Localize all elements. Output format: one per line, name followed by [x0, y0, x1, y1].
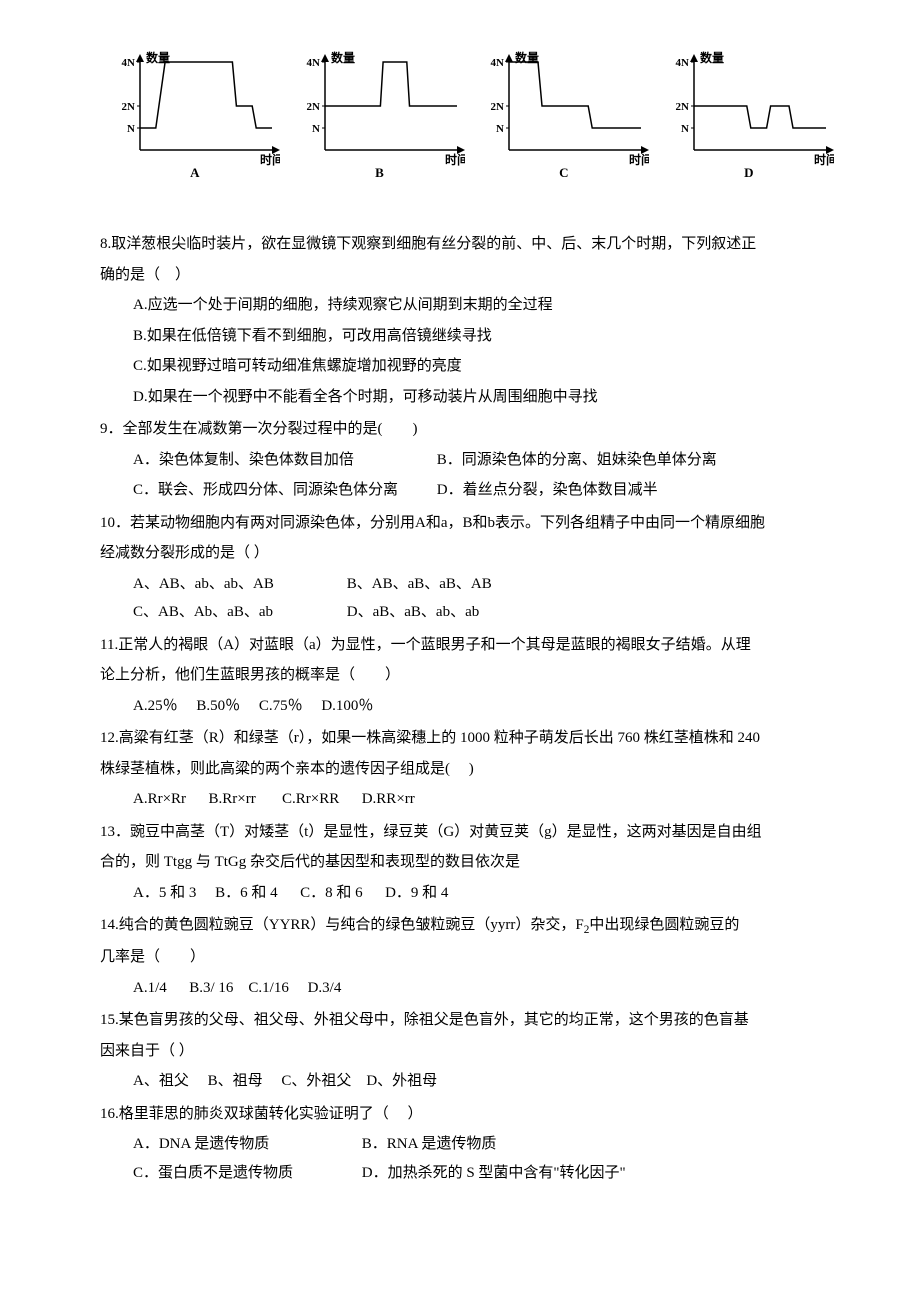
- q12-opts: A.Rr×Rr B.Rr×rr C.Rr×RR D.RR×rr: [100, 785, 840, 814]
- svg-text:4N: 4N: [306, 57, 320, 69]
- q12-stem2: 株绿茎植株，则此高粱的两个亲本的遗传因子组成是( ): [100, 755, 840, 784]
- chart-D: N 2N 4N 数量时间 D: [664, 50, 841, 180]
- svg-text:时间: 时间: [629, 152, 649, 167]
- question-10: 10．若某动物细胞内有两对同源染色体，分别用A和a，B和b表示。下列各组精子中由…: [100, 509, 840, 627]
- q9-opt-A: A．染色体复制、染色体数目加倍: [133, 446, 433, 475]
- q9-opt-C: C．联会、形成四分体、同源染色体分离: [133, 476, 433, 505]
- svg-text:C: C: [559, 165, 568, 180]
- q9-opts-row1: A．染色体复制、染色体数目加倍 B．同源染色体的分离、姐妹染色单体分离: [100, 446, 840, 475]
- q14-stem1a: 14.纯合的黄色圆粒豌豆（YYRR）与纯合的绿色皱粒豌豆（yyrr）杂交，F: [100, 917, 584, 933]
- q14-stem1: 14.纯合的黄色圆粒豌豆（YYRR）与纯合的绿色皱粒豌豆（yyrr）杂交，F2中…: [100, 911, 840, 941]
- svg-text:N: N: [127, 123, 135, 135]
- svg-text:A: A: [190, 165, 200, 180]
- svg-text:时间: 时间: [445, 152, 465, 167]
- q10-opt-B: B、AB、aB、aB、AB: [347, 576, 492, 592]
- question-15: 15.某色盲男孩的父母、祖父母、外祖父母中，除祖父是色盲外，其它的均正常，这个男…: [100, 1006, 840, 1096]
- svg-text:N: N: [312, 123, 320, 135]
- q16-opts-row2: C．蛋白质不是遗传物质 D．加热杀死的 S 型菌中含有"转化因子": [100, 1159, 840, 1188]
- svg-text:2N: 2N: [122, 101, 136, 113]
- question-16: 16.格里菲思的肺炎双球菌转化实验证明了（ ） A．DNA 是遗传物质 B．RN…: [100, 1100, 840, 1188]
- svg-text:2N: 2N: [306, 101, 320, 113]
- svg-text:D: D: [744, 165, 753, 180]
- q16-opt-B: B．RNA 是遗传物质: [362, 1136, 497, 1152]
- q13-stem1: 13．豌豆中高茎（T）对矮茎（t）是显性，绿豆荚（G）对黄豆荚（g）是显性，这两…: [100, 818, 840, 847]
- svg-text:时间: 时间: [260, 152, 280, 167]
- q11-opts: A.25％ B.50％ C.75％ D.100％: [100, 692, 840, 721]
- question-9: 9．全部发生在减数第一次分裂过程中的是( ) A．染色体复制、染色体数目加倍 B…: [100, 415, 840, 505]
- svg-text:2N: 2N: [675, 101, 689, 113]
- q15-opts: A、祖父 B、祖母 C、外祖父 D、外祖母: [100, 1067, 840, 1096]
- q16-opt-A: A．DNA 是遗传物质: [133, 1130, 358, 1159]
- question-13: 13．豌豆中高茎（T）对矮茎（t）是显性，绿豆荚（G）对黄豆荚（g）是显性，这两…: [100, 818, 840, 908]
- q10-opt-D: D、aB、aB、ab、ab: [347, 604, 479, 620]
- svg-text:N: N: [681, 123, 689, 135]
- svg-text:2N: 2N: [491, 101, 505, 113]
- q15-stem1: 15.某色盲男孩的父母、祖父母、外祖父母中，除祖父是色盲外，其它的均正常，这个男…: [100, 1006, 840, 1035]
- q8-opt-B: B.如果在低倍镜下看不到细胞，可改用高倍镜继续寻找: [100, 322, 840, 351]
- q15-stem2: 因来自于（ ）: [100, 1037, 840, 1066]
- question-11: 11.正常人的褐眼（A）对蓝眼（a）为显性，一个蓝眼男子和一个其母是蓝眼的褐眼女…: [100, 631, 840, 721]
- q16-stem: 16.格里菲思的肺炎双球菌转化实验证明了（ ）: [100, 1100, 840, 1129]
- q16-opt-D: D．加热杀死的 S 型菌中含有"转化因子": [362, 1165, 626, 1181]
- q8-stem2: 确的是（ ）: [100, 261, 840, 290]
- q10-opt-A: A、AB、ab、ab、AB: [133, 570, 343, 599]
- q13-stem2: 合的，则 Ttgg 与 TtGg 杂交后代的基因型和表现型的数目依次是: [100, 848, 840, 877]
- q8-opt-D: D.如果在一个视野中不能看全各个时期，可移动装片从周围细胞中寻找: [100, 383, 840, 412]
- q8-opt-C: C.如果视野过暗可转动细准焦螺旋增加视野的亮度: [100, 352, 840, 381]
- svg-text:4N: 4N: [122, 57, 136, 69]
- svg-text:B: B: [375, 165, 384, 180]
- svg-text:时间: 时间: [814, 152, 834, 167]
- svg-text:数量: 数量: [700, 50, 724, 65]
- q10-stem1: 10．若某动物细胞内有两对同源染色体，分别用A和a，B和b表示。下列各组精子中由…: [100, 509, 840, 538]
- q9-stem: 9．全部发生在减数第一次分裂过程中的是( ): [100, 415, 840, 444]
- q14-stem2: 几率是（ ）: [100, 943, 840, 972]
- q10-stem2: 经减数分裂形成的是（ ）: [100, 539, 840, 568]
- q14-opts: A.1/4 B.3/ 16 C.1/16 D.3/4: [100, 974, 840, 1003]
- q16-opts-row1: A．DNA 是遗传物质 B．RNA 是遗传物质: [100, 1130, 840, 1159]
- q11-stem1: 11.正常人的褐眼（A）对蓝眼（a）为显性，一个蓝眼男子和一个其母是蓝眼的褐眼女…: [100, 631, 840, 660]
- svg-text:数量: 数量: [331, 50, 355, 65]
- q14-stem1b: 中出现绿色圆粒豌豆的: [589, 917, 739, 933]
- chart-A: N2N4N数量时间A: [110, 50, 287, 180]
- q16-opt-C: C．蛋白质不是遗传物质: [133, 1159, 358, 1188]
- question-14: 14.纯合的黄色圆粒豌豆（YYRR）与纯合的绿色皱粒豌豆（yyrr）杂交，F2中…: [100, 911, 840, 1002]
- chart-B: N 2N 4N 数量时间 B: [295, 50, 472, 180]
- q10-opts-row2: C、AB、Ab、aB、ab D、aB、aB、ab、ab: [100, 598, 840, 627]
- svg-text:N: N: [496, 123, 504, 135]
- q10-opt-C: C、AB、Ab、aB、ab: [133, 598, 343, 627]
- svg-text:4N: 4N: [675, 57, 689, 69]
- charts-row: N 2N 4N 数量时间 A N 2N 4N 数量时间 B N 2N 4N 数量时间 C N 2N 4N 数量…: [100, 50, 840, 180]
- q9-opt-D: D．着丝点分裂，染色体数目减半: [437, 482, 658, 498]
- q11-stem2: 论上分析，他们生蓝眼男孩的概率是（ ）: [100, 661, 840, 690]
- q12-stem1: 12.高粱有红茎（R）和绿茎（r），如果一株高粱穗上的 1000 粒种子萌发后长…: [100, 724, 840, 753]
- q9-opts-row2: C．联会、形成四分体、同源染色体分离 D．着丝点分裂，染色体数目减半: [100, 476, 840, 505]
- question-12: 12.高粱有红茎（R）和绿茎（r），如果一株高粱穗上的 1000 粒种子萌发后长…: [100, 724, 840, 814]
- q9-opt-B: B．同源染色体的分离、姐妹染色单体分离: [437, 452, 717, 468]
- question-8: 8.取洋葱根尖临时装片，欲在显微镜下观察到细胞有丝分裂的前、中、后、末几个时期，…: [100, 230, 840, 411]
- q8-opt-A: A.应选一个处于间期的细胞，持续观察它从间期到末期的全过程: [100, 291, 840, 320]
- q8-stem1: 8.取洋葱根尖临时装片，欲在显微镜下观察到细胞有丝分裂的前、中、后、末几个时期，…: [100, 230, 840, 259]
- q13-opts: A．5 和 3 B．6 和 4 C．8 和 6 D．9 和 4: [100, 879, 840, 908]
- svg-text:4N: 4N: [491, 57, 505, 69]
- q10-opts-row1: A、AB、ab、ab、AB B、AB、aB、aB、AB: [100, 570, 840, 599]
- chart-C: N2N4N数量时间C: [479, 50, 656, 180]
